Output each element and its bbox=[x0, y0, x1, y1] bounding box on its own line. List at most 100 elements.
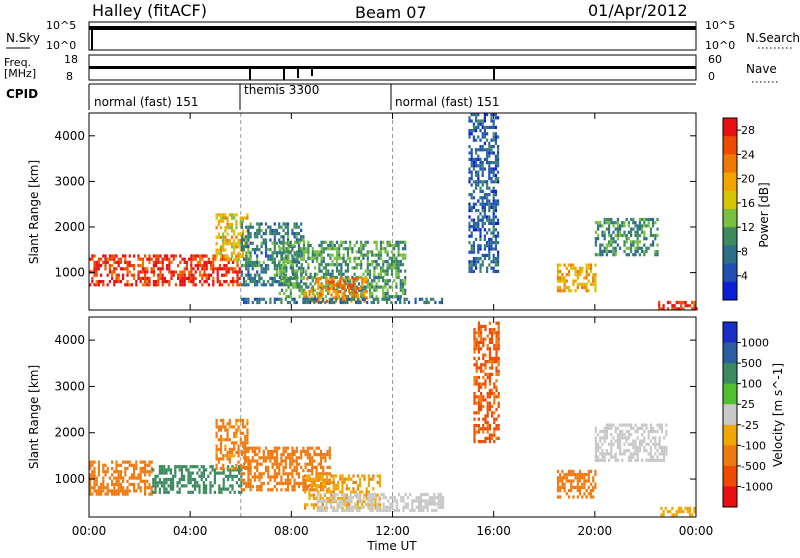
velocity-cell bbox=[367, 496, 370, 500]
velocity-cell bbox=[306, 474, 309, 478]
power-cell bbox=[242, 283, 246, 287]
power-cell bbox=[333, 300, 336, 305]
velocity-cell bbox=[337, 487, 340, 491]
power-cell bbox=[293, 225, 296, 229]
velocity-cell bbox=[238, 490, 241, 494]
power-cell bbox=[130, 264, 133, 268]
velocity-cell bbox=[484, 366, 487, 370]
power-cell bbox=[344, 263, 347, 267]
power-cell bbox=[219, 213, 223, 217]
power-cell bbox=[122, 254, 125, 258]
velocity-cell bbox=[126, 486, 129, 490]
velocity-cell bbox=[113, 489, 116, 493]
power-cell bbox=[578, 269, 582, 274]
power-cell bbox=[192, 254, 195, 258]
velocity-cell bbox=[117, 482, 120, 487]
power-cell bbox=[362, 243, 365, 248]
power-cell bbox=[289, 263, 292, 267]
power-cell bbox=[304, 297, 307, 301]
power-cell bbox=[258, 225, 261, 229]
power-cell bbox=[335, 240, 339, 244]
power-cell bbox=[643, 224, 646, 228]
velocity-cell bbox=[435, 496, 438, 500]
power-cell bbox=[309, 272, 312, 276]
power-cell bbox=[636, 233, 639, 238]
velocity-cell bbox=[643, 439, 646, 443]
velocity-cell bbox=[269, 488, 272, 492]
velocity-cell bbox=[480, 404, 483, 408]
velocity-cell bbox=[235, 466, 238, 471]
power-cell bbox=[327, 282, 330, 286]
power-cell bbox=[468, 209, 471, 213]
velocity-cell bbox=[491, 414, 494, 418]
power-cell bbox=[472, 228, 475, 232]
velocity-cell bbox=[187, 477, 190, 482]
velocity-cell bbox=[652, 436, 655, 440]
power-cell bbox=[230, 213, 234, 217]
power-cell bbox=[273, 241, 276, 245]
power-cell bbox=[137, 270, 140, 274]
power-cell bbox=[163, 280, 166, 284]
velocity-cell bbox=[347, 508, 350, 513]
power-region bbox=[594, 217, 659, 257]
power-cell bbox=[423, 300, 426, 305]
power-cell bbox=[146, 276, 149, 280]
power-cell bbox=[115, 273, 118, 277]
power-cell bbox=[365, 280, 368, 284]
power-cell bbox=[305, 250, 308, 254]
velocity-cell bbox=[130, 463, 133, 467]
power-cell bbox=[222, 248, 225, 252]
velocity-cell bbox=[497, 414, 500, 418]
power-cell bbox=[386, 269, 389, 273]
power-cell bbox=[264, 267, 268, 271]
velocity-cell bbox=[473, 398, 476, 402]
velocity-cell bbox=[378, 484, 381, 488]
power-cell bbox=[390, 272, 394, 276]
velocity-cell bbox=[231, 474, 234, 478]
velocity-cell bbox=[634, 439, 637, 443]
velocity-cell bbox=[113, 470, 116, 474]
velocity-cell bbox=[297, 462, 301, 466]
power-cell bbox=[320, 240, 323, 244]
power-cell bbox=[260, 264, 263, 268]
velocity-cell bbox=[280, 459, 283, 463]
power-cell bbox=[141, 276, 144, 280]
velocity-cell bbox=[308, 459, 312, 463]
power-cell bbox=[161, 280, 164, 284]
power-cell bbox=[656, 227, 659, 231]
velocity-cell bbox=[251, 446, 254, 450]
velocity-cell bbox=[102, 479, 105, 483]
power-cell bbox=[117, 273, 120, 277]
velocity-cell bbox=[89, 489, 92, 493]
velocity-cell bbox=[317, 474, 320, 478]
power-cell bbox=[354, 277, 357, 281]
velocity-cell bbox=[330, 500, 333, 504]
power-cell bbox=[232, 280, 235, 284]
power-cell bbox=[375, 288, 378, 292]
velocity-cell bbox=[315, 446, 318, 450]
velocity-cell bbox=[191, 465, 194, 469]
power-cell bbox=[227, 270, 230, 274]
velocity-cell bbox=[336, 508, 339, 513]
power-cell bbox=[245, 273, 248, 277]
power-cell bbox=[139, 257, 142, 261]
power-cell bbox=[599, 253, 602, 257]
velocity-cell bbox=[365, 502, 368, 506]
velocity-cell bbox=[439, 505, 442, 509]
power-cell bbox=[477, 199, 480, 203]
date-label: 01/Apr/2012 bbox=[588, 1, 688, 20]
power-cell bbox=[247, 225, 250, 229]
power-cell bbox=[275, 273, 279, 277]
velocity-cell bbox=[244, 434, 247, 439]
velocity-cell bbox=[488, 395, 491, 399]
power-cell bbox=[111, 273, 114, 277]
power-cell bbox=[262, 270, 265, 274]
power-cell bbox=[235, 222, 238, 227]
power-cell bbox=[492, 218, 495, 222]
velocity-cell bbox=[634, 442, 637, 446]
power-cell bbox=[397, 240, 400, 244]
power-cell bbox=[262, 241, 265, 245]
velocity-cell bbox=[597, 442, 600, 446]
power-cell bbox=[490, 125, 493, 129]
power-cell bbox=[113, 260, 116, 264]
